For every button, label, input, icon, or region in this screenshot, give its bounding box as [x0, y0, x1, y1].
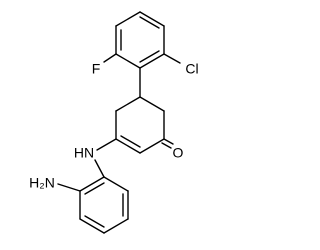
atom-label: Cl	[185, 61, 198, 77]
atom-label: H₂N	[29, 175, 55, 191]
atom-label: O	[173, 145, 184, 161]
bonds	[57, 11, 181, 234]
atom-label: F	[92, 61, 101, 77]
molecule-diagram: F Cl O HN H₂N	[29, 11, 199, 234]
atom-label: HN	[74, 145, 94, 161]
